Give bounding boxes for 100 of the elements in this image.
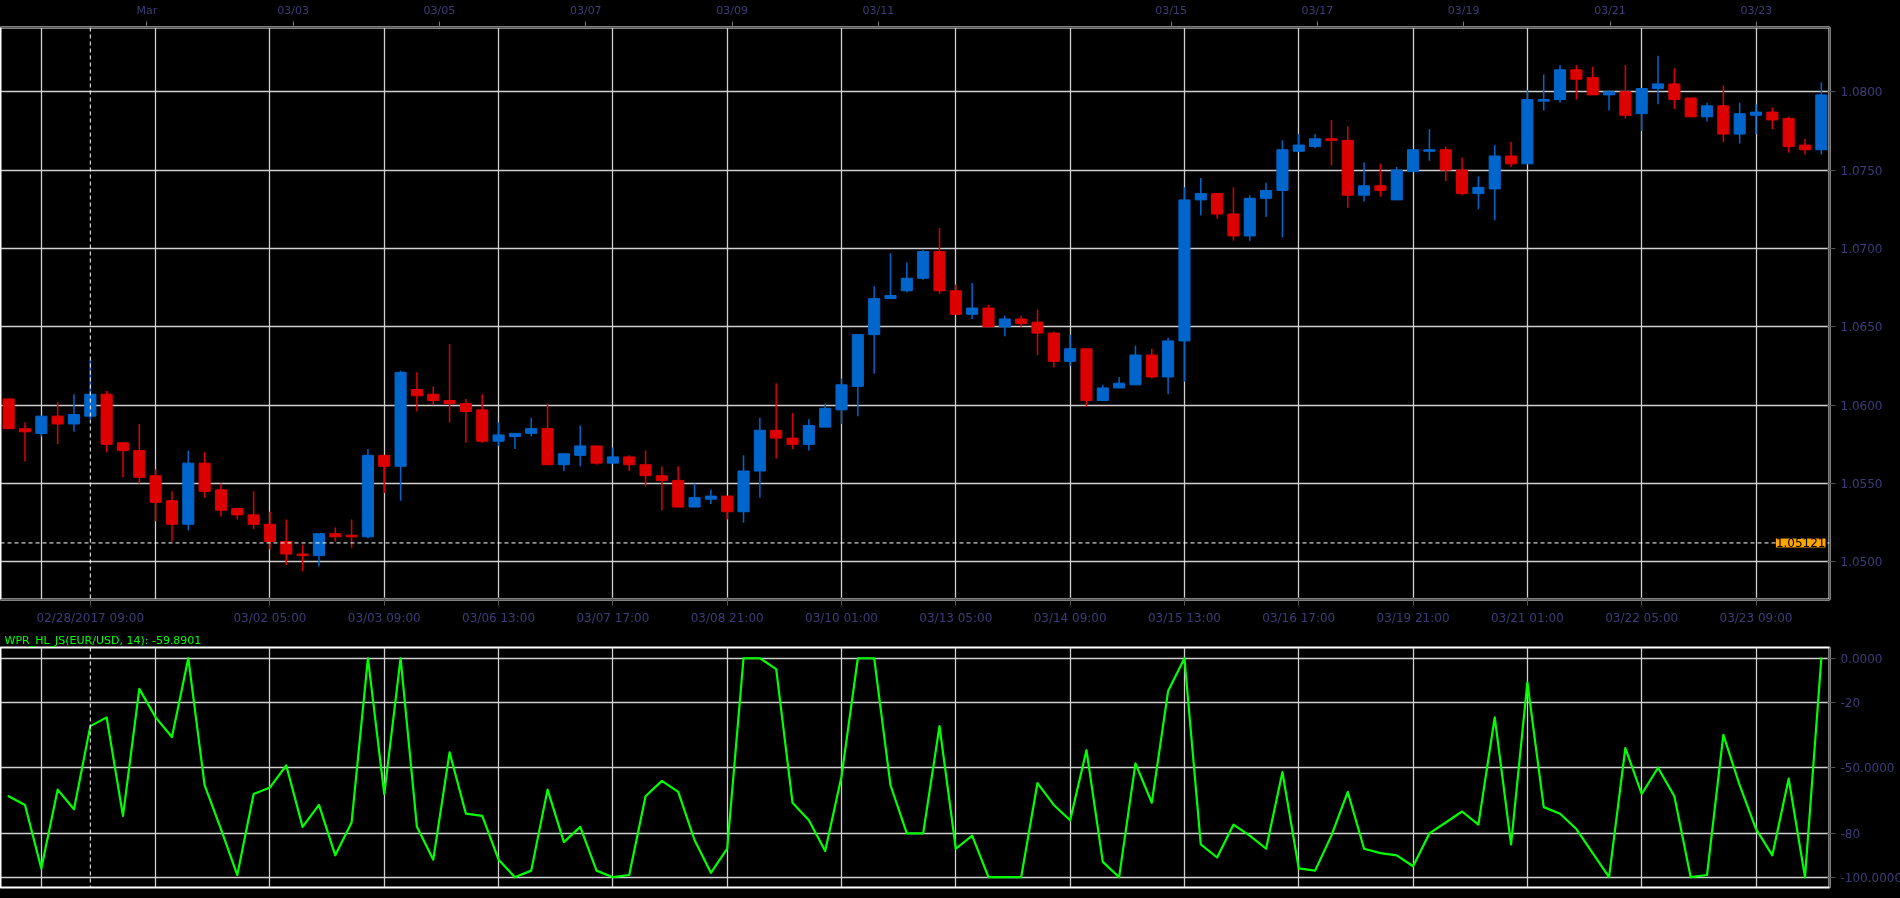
candlestick: [427, 385, 440, 406]
candlestick: [116, 442, 130, 479]
x2-tick-label: 03/03: [277, 3, 309, 17]
candlestick: [1358, 161, 1371, 203]
series-label: WPR_HL_JS(EUR/USD, 14): -59.8901: [4, 634, 202, 647]
x-tick-label: 02/28/2017 09:00: [36, 610, 145, 625]
x-tick-label: 03/03 09:00: [347, 610, 421, 625]
candlestick: [459, 398, 472, 444]
x2-tick-label: 03/09: [716, 3, 748, 17]
candlestick: [35, 415, 48, 438]
candlestick: [1749, 103, 1763, 135]
candlestick: [1145, 348, 1158, 380]
ref-line-label: 1.05121: [1775, 536, 1826, 551]
x-tick-label: 03/22 05:00: [1605, 610, 1679, 625]
x2-tick-label: 03/19: [1447, 3, 1480, 17]
x-tick-label: 03/13 05:00: [919, 610, 993, 625]
y-tick-label: 1.0750: [1840, 163, 1883, 178]
y-tick-label: 1.0650: [1840, 320, 1883, 335]
x-tick-label: 03/14 09:00: [1033, 610, 1107, 625]
candlestick: [949, 283, 962, 316]
candlestick: [884, 252, 897, 300]
candlestick: [639, 449, 652, 488]
candlestick: [214, 482, 228, 518]
y-tick-label: 1.0500: [1840, 555, 1883, 570]
candlestick: [165, 490, 179, 543]
candlestick: [966, 282, 979, 320]
candlestick: [1668, 67, 1681, 110]
candlestick: [296, 543, 309, 573]
x-tick-label: 03/07 17:00: [576, 610, 650, 625]
candlestick: [1505, 141, 1518, 168]
y-tick-label: -20: [1840, 695, 1861, 710]
candlestick: [786, 412, 799, 450]
candlestick: [1586, 65, 1599, 96]
candlestick: [1700, 101, 1714, 123]
candlestick: [1684, 97, 1697, 118]
candlestick: [1374, 163, 1387, 198]
y-tick-label: 1.0800: [1840, 85, 1883, 100]
x-tick-label: 03/16 17:00: [1262, 610, 1336, 625]
x2-tick-label: 03/17: [1301, 3, 1334, 17]
y-tick-label: 0.0000: [1840, 651, 1883, 666]
candlestick: [1423, 128, 1436, 162]
candlestick: [1602, 89, 1616, 112]
candlestick: [655, 465, 668, 511]
candlestick: [443, 343, 456, 424]
candlestick: [263, 510, 276, 551]
x2-tick-label: 03/23: [1740, 3, 1773, 17]
y-tick-label: 1.0600: [1840, 398, 1883, 413]
candlestick: [508, 432, 521, 450]
candlestick: [410, 371, 423, 413]
x2-tick-label: 03/11: [862, 3, 895, 17]
candlestick: [18, 421, 32, 463]
x2-tick-label: 03/15: [1155, 3, 1187, 17]
candlestick: [247, 490, 260, 530]
candlestick: [1619, 64, 1632, 120]
y-tick-label: -50.0000: [1840, 761, 1895, 776]
x-tick-label: 03/23 09:00: [1719, 610, 1793, 625]
line-series: [7, 657, 1823, 879]
candlestick: [819, 402, 832, 428]
y-tick-label: 1.0700: [1840, 241, 1883, 256]
candlestick: [51, 401, 64, 446]
candlestick: [900, 261, 913, 294]
x-tick-label: 03/06 13:00: [462, 610, 536, 625]
candlestick: [1031, 308, 1044, 356]
candlestick: [1439, 145, 1452, 182]
candlestick: [525, 416, 538, 438]
candlestick: [1570, 64, 1583, 101]
candlestick: [492, 421, 505, 447]
x-tick-label: 03/02 05:00: [233, 610, 307, 625]
candlestick: [1211, 192, 1224, 220]
candlestick: [721, 495, 734, 521]
candlestick: [802, 418, 815, 452]
candlestick: [1456, 156, 1469, 196]
x2-tick-label: 03/21: [1594, 3, 1626, 17]
x2-tick-label: Mar: [136, 3, 158, 17]
candlestick: [688, 482, 701, 508]
candlestick: [1537, 73, 1550, 112]
y-tick-label: 1.0550: [1840, 477, 1883, 492]
candlestick: [1194, 177, 1207, 217]
candlestick: [1766, 106, 1779, 131]
x2-tick-label: 03/05: [423, 3, 456, 17]
candlestick: [590, 445, 603, 466]
candlestick: [1064, 333, 1077, 367]
candlestick: [1325, 119, 1338, 167]
x-tick-label: 03/15 13:00: [1147, 610, 1221, 625]
x-tick-label: 03/08 21:00: [690, 610, 764, 625]
candlestick: [1227, 186, 1240, 242]
candlestick: [1260, 181, 1273, 218]
candlestick: [1472, 175, 1485, 211]
candlestick: [574, 424, 587, 468]
candlestick: [1407, 148, 1420, 173]
candlestick: [982, 304, 995, 328]
candlestick: [67, 393, 81, 433]
candlestick: [998, 315, 1011, 337]
candlestick: [312, 532, 325, 568]
y-tick-label: -80: [1840, 826, 1861, 841]
x-tick-label: 03/19 21:00: [1376, 610, 1450, 625]
x-tick-label: 03/10 01:00: [805, 610, 879, 625]
candlestick: [378, 454, 391, 494]
candlestick: [1733, 101, 1746, 145]
candlestick: [1651, 54, 1665, 106]
